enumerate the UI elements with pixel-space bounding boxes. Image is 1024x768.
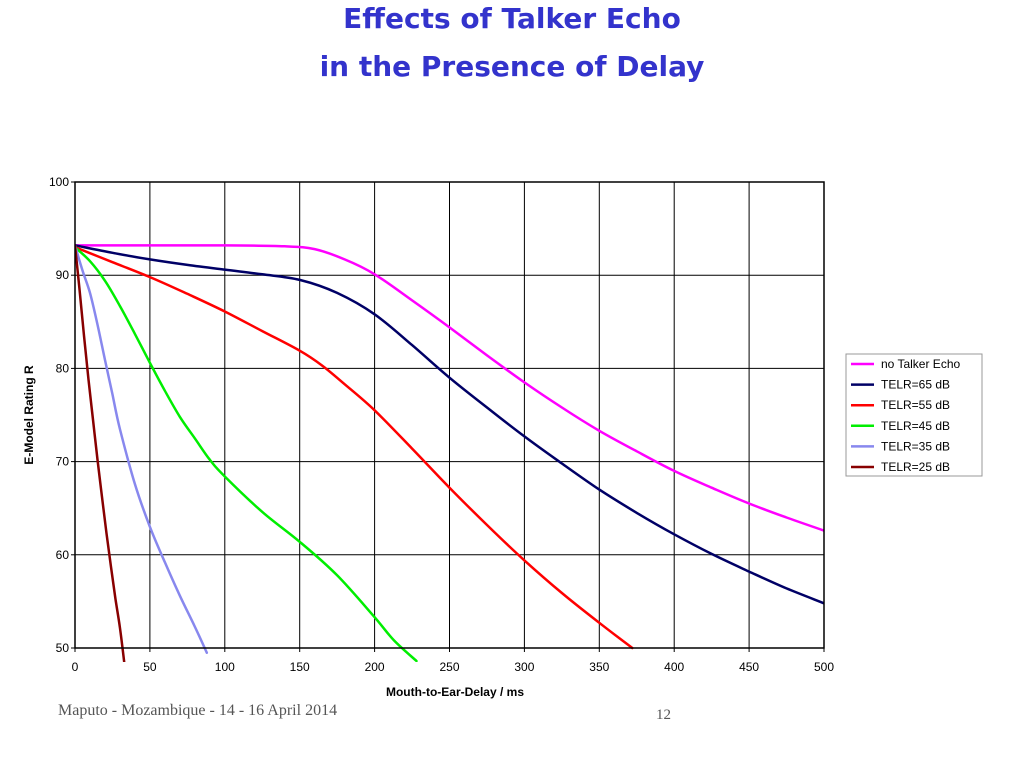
footer-location-date: Maputo - Mozambique - 14 - 16 April 2014 xyxy=(58,702,338,719)
line-chart: 0 50 100 150 200 250 300 350 400 450 5005060708090… xyxy=(22,175,983,699)
legend-label: TELR=25 dB xyxy=(881,460,950,474)
grid-lines xyxy=(74,181,825,649)
series-line-4 xyxy=(75,245,418,662)
series-line-2 xyxy=(75,244,824,605)
x-tick-label: 450 xyxy=(739,660,759,674)
legend: no Talker Echo TELR=65 dB TELR=55 dB TELR=4… xyxy=(845,353,983,477)
series-line-6 xyxy=(75,244,126,662)
y-tick-label: 50 xyxy=(56,641,70,655)
x-axis-label: Mouth-to-Ear-Delay / ms xyxy=(386,685,524,699)
y-tick-label: 70 xyxy=(56,455,70,469)
page-number: 12 xyxy=(656,707,671,723)
x-tick-label: 150 xyxy=(290,660,310,674)
x-tick-label: 250 xyxy=(439,660,459,674)
y-tick-label: 60 xyxy=(56,548,70,562)
x-tick-label: 350 xyxy=(589,660,609,674)
legend-label: no Talker Echo xyxy=(881,357,960,371)
series-line-1 xyxy=(75,244,824,532)
legend-box xyxy=(845,353,983,477)
series-lines xyxy=(75,244,824,662)
series-line-3 xyxy=(75,245,634,650)
y-tick-label: 80 xyxy=(56,361,70,375)
x-tick-label: 50 xyxy=(143,660,157,674)
slide-title-line-2: in the Presence of Delay xyxy=(319,50,705,83)
y-tick-label: 90 xyxy=(56,268,70,282)
slide-title: Effects of Talker Echo in the Presence o… xyxy=(0,2,1024,84)
series-line-5 xyxy=(75,244,209,654)
x-tick-label: 200 xyxy=(365,660,385,674)
legend-label: TELR=65 dB xyxy=(881,378,950,392)
x-tick-label: 300 xyxy=(514,660,534,674)
x-tick-label: 100 xyxy=(215,660,235,674)
y-axis-label: E-Model Rating R xyxy=(22,365,36,465)
slide-title-line-1: Effects of Talker Echo xyxy=(343,2,681,35)
y-tick-label: 100 xyxy=(49,175,69,189)
x-tick-label: 500 xyxy=(814,660,834,674)
legend-label: TELR=55 dB xyxy=(881,398,950,412)
legend-label: TELR=45 dB xyxy=(881,419,950,433)
x-tick-label: 400 xyxy=(664,660,684,674)
plot-area-border xyxy=(74,181,825,649)
legend-label: TELR=35 dB xyxy=(881,439,950,453)
axes: 0 50 100 150 200 250 300 350 400 450 5005060708090… xyxy=(49,175,834,674)
x-tick-label: 0 xyxy=(72,660,79,674)
